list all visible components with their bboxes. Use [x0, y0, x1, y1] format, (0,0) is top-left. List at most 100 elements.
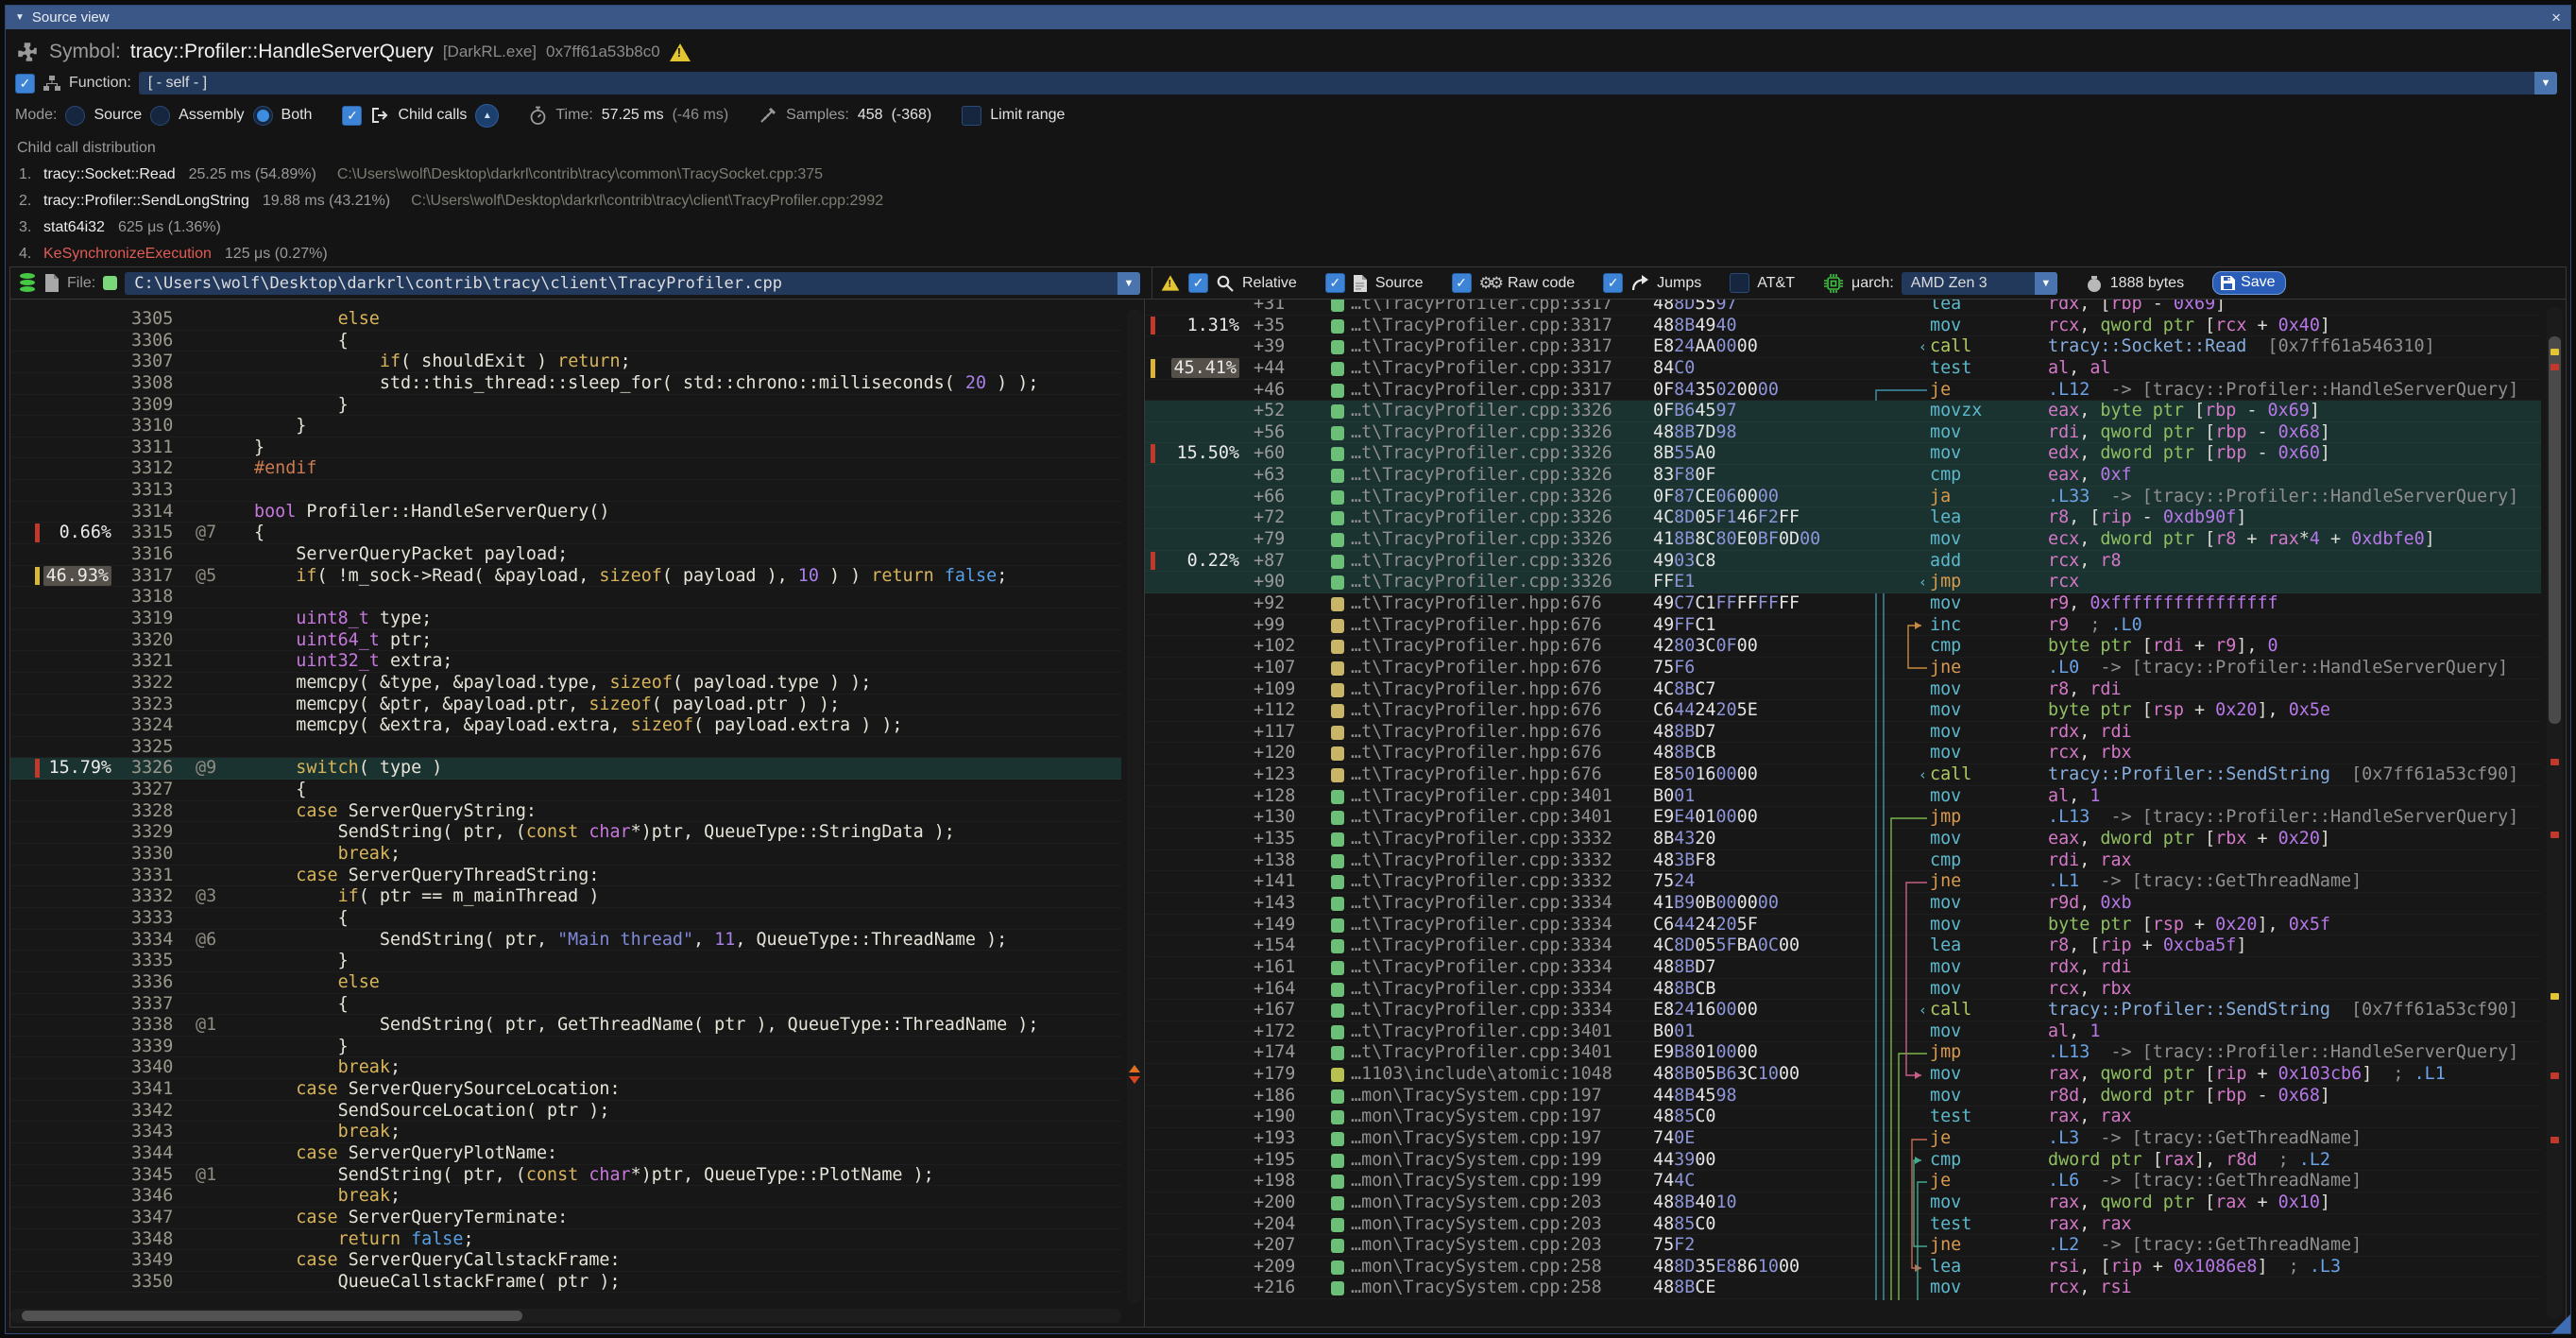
chevron-down-icon[interactable]: ▼: [2034, 271, 2057, 295]
asm-row[interactable]: +107 …t\TracyProfiler.hpp:676 75F6 jne .L0 -…: [1145, 658, 2541, 679]
asm-row[interactable]: +186 …mon\TracySystem.cpp:197 448B4598 mov r…: [1145, 1086, 2541, 1107]
asm-source-location[interactable]: …mon\TracySystem.cpp:199: [1351, 1149, 1602, 1170]
asm-source-location[interactable]: …t\TracyProfiler.cpp:3326: [1351, 550, 1612, 571]
source-line[interactable]: 3335 }: [10, 951, 1121, 972]
source-line[interactable]: 46.93% 3317 @5 if( !m_sock->Read( &payload…: [10, 565, 1121, 588]
asm-row[interactable]: +193 …mon\TracySystem.cpp:197 740E je .L3 ->…: [1145, 1128, 2541, 1150]
asm-row[interactable]: +72 …t\TracyProfiler.cpp:3326 4C8D05F146F2…: [1145, 507, 2541, 530]
asm-source-location[interactable]: …t\TracyProfiler.cpp:3326: [1351, 507, 1612, 528]
att-checkbox[interactable]: [1730, 273, 1750, 293]
asm-source-location[interactable]: …t\TracyProfiler.hpp:676: [1351, 636, 1602, 657]
asm-source-location[interactable]: …mon\TracySystem.cpp:258: [1351, 1256, 1602, 1277]
chevron-down-icon[interactable]: ▼: [1117, 271, 1140, 295]
asm-row[interactable]: +195 …mon\TracySystem.cpp:199 443900 cmp dwo…: [1145, 1150, 2541, 1172]
asm-row[interactable]: 1.31% +35 …t\TracyProfiler.cpp:3317 488B494…: [1145, 316, 2541, 337]
source-line[interactable]: 3319 uint8_t type;: [10, 609, 1121, 630]
source-checkbox[interactable]: ✓: [1324, 273, 1345, 293]
asm-row[interactable]: +92 …t\TracyProfiler.hpp:676 49C7C1FFFFFFF…: [1145, 593, 2541, 615]
child-call-item[interactable]: 2. tracy::Profiler::SendLongString 19.88 m…: [19, 193, 883, 210]
source-line[interactable]: 3329 SendString( ptr, (const char*)ptr, …: [10, 822, 1121, 844]
radio-assembly[interactable]: [150, 105, 171, 126]
asm-source-location[interactable]: …t\TracyProfiler.hpp:676: [1351, 657, 1602, 678]
asm-source-location[interactable]: …t\TracyProfiler.cpp:3334: [1351, 892, 1612, 913]
source-line[interactable]: 3318: [10, 587, 1121, 609]
source-horizontal-scrollbar[interactable]: [10, 1309, 1121, 1323]
symbol-warning-icon[interactable]: [669, 43, 691, 61]
function-combo[interactable]: [ - self - ] ▼: [138, 72, 2557, 94]
asm-source-location[interactable]: …t\TracyProfiler.cpp:3317: [1351, 300, 1612, 314]
asm-source-location[interactable]: …t\TracyProfiler.cpp:3326: [1351, 486, 1612, 506]
asm-source-location[interactable]: …t\TracyProfiler.cpp:3334: [1351, 978, 1612, 999]
source-line[interactable]: 3308 std::this_thread::sleep_for( std::c…: [10, 373, 1121, 395]
source-vertical-scrollbar[interactable]: [1127, 309, 1142, 1304]
source-line[interactable]: 3350 QueueCallstackFrame( ptr );: [10, 1272, 1121, 1294]
uarch-combo[interactable]: AMD Zen 3 ▼: [1901, 271, 2057, 295]
line-annotation[interactable]: @3: [196, 886, 217, 907]
asm-row[interactable]: +123 …t\TracyProfiler.hpp:676 E850160000 ‹ c…: [1145, 764, 2541, 786]
asm-row[interactable]: +216 …mon\TracySystem.cpp:258 488BCE mov rcx…: [1145, 1278, 2541, 1299]
asm-row[interactable]: +198 …mon\TracySystem.cpp:199 744C je .L6 ->…: [1145, 1171, 2541, 1192]
source-line[interactable]: 3339 }: [10, 1037, 1121, 1058]
asm-row[interactable]: +90 …t\TracyProfiler.cpp:3326 FFE1 ‹ jmp rcx: [1145, 572, 2541, 593]
asm-source-location[interactable]: …mon\TracySystem.cpp:197: [1351, 1106, 1602, 1127]
source-line[interactable]: 3328 case ServerQueryString:: [10, 801, 1121, 823]
assembly-vertical-scrollbar[interactable]: [2547, 307, 2563, 1319]
asm-row[interactable]: +141 …t\TracyProfiler.cpp:3332 7524 jne .L1 …: [1145, 871, 2541, 893]
asm-source-location[interactable]: …t\TracyProfiler.cpp:3317: [1351, 357, 1612, 378]
asm-row[interactable]: +102 …t\TracyProfiler.hpp:676 42803C0F00 cm…: [1145, 636, 2541, 658]
asm-source-location[interactable]: …t\TracyProfiler.cpp:3401: [1351, 785, 1612, 806]
source-line[interactable]: 3349 case ServerQueryCallstackFrame:: [10, 1250, 1121, 1272]
database-icon[interactable]: [18, 272, 37, 295]
source-line[interactable]: 3342 SendSourceLocation( ptr );: [10, 1101, 1121, 1123]
resize-grip[interactable]: [2551, 1314, 2570, 1333]
asm-source-location[interactable]: …t\TracyProfiler.cpp:3334: [1351, 1000, 1612, 1021]
source-line[interactable]: 3316 ServerQueryPacket payload;: [10, 544, 1121, 566]
asm-source-location[interactable]: …t\TracyProfiler.cpp:3401: [1351, 807, 1612, 828]
asm-warning-icon[interactable]: [1161, 275, 1180, 291]
asm-row[interactable]: +112 …t\TracyProfiler.hpp:676 C64424205E mo…: [1145, 700, 2541, 722]
asm-row[interactable]: +31 …t\TracyProfiler.cpp:3317 488D5597 lea r…: [1145, 300, 2541, 316]
asm-row[interactable]: +79 …t\TracyProfiler.cpp:3326 418B8C80E0BF…: [1145, 529, 2541, 551]
child-call-item[interactable]: 4. KeSynchronizeExecution 125 μs (0.27%): [19, 246, 328, 263]
asm-source-location[interactable]: …t\TracyProfiler.hpp:676: [1351, 764, 1602, 785]
source-line[interactable]: 3314 bool Profiler::HandleServerQuery(): [10, 502, 1121, 523]
source-line[interactable]: 3305 else: [10, 309, 1121, 331]
source-line[interactable]: 3307 if( shouldExit ) return;: [10, 352, 1121, 373]
asm-source-location[interactable]: …mon\TracySystem.cpp:197: [1351, 1127, 1602, 1148]
asm-row[interactable]: +63 …t\TracyProfiler.cpp:3326 83F80F cmp eax…: [1145, 465, 2541, 487]
asm-row[interactable]: +66 …t\TracyProfiler.cpp:3326 0F87CE060000…: [1145, 486, 2541, 508]
asm-row[interactable]: +161 …t\TracyProfiler.cpp:3334 488BD7 mov rd…: [1145, 957, 2541, 979]
source-line[interactable]: 3344 case ServerQueryPlotName:: [10, 1143, 1121, 1165]
asm-row[interactable]: +143 …t\TracyProfiler.cpp:3334 41B90B00000…: [1145, 893, 2541, 915]
source-line[interactable]: 3325: [10, 737, 1121, 759]
asm-row[interactable]: +172 …t\TracyProfiler.cpp:3401 B001 mov al, …: [1145, 1021, 2541, 1043]
save-button[interactable]: Save: [2212, 271, 2286, 295]
asm-row[interactable]: +56 …t\TracyProfiler.cpp:3326 488B7D98 mov r…: [1145, 421, 2541, 444]
asm-row[interactable]: +154 …t\TracyProfiler.cpp:3334 4C8D055FBA0…: [1145, 935, 2541, 957]
source-line[interactable]: 3306 {: [10, 331, 1121, 352]
asm-source-location[interactable]: …t\TracyProfiler.cpp:3317: [1351, 336, 1612, 357]
asm-row[interactable]: +109 …t\TracyProfiler.hpp:676 4C8BC7 mov r8,…: [1145, 679, 2541, 701]
source-line[interactable]: 3337 {: [10, 994, 1121, 1016]
source-line[interactable]: 3309 }: [10, 395, 1121, 417]
asm-source-location[interactable]: …t\TracyProfiler.hpp:676: [1351, 678, 1602, 699]
function-checkbox[interactable]: ✓: [15, 73, 35, 94]
asm-row[interactable]: 15.50% +60 …t\TracyProfiler.cpp:3326 8B55A0…: [1145, 443, 2541, 466]
asm-row[interactable]: +164 …t\TracyProfiler.cpp:3334 488BCB mov rc…: [1145, 979, 2541, 1001]
source-line[interactable]: 3320 uint64_t ptr;: [10, 630, 1121, 652]
asm-row[interactable]: +200 …mon\TracySystem.cpp:203 488B4010 mov r…: [1145, 1192, 2541, 1214]
asm-row[interactable]: +167 …t\TracyProfiler.cpp:3334 E824160000 ‹…: [1145, 1000, 2541, 1021]
assembly-pane[interactable]: +31 …t\TracyProfiler.cpp:3317 488D5597 lea r…: [1145, 300, 2566, 1327]
asm-source-location[interactable]: …t\TracyProfiler.cpp:3326: [1351, 401, 1612, 421]
child-calls-checkbox[interactable]: ✓: [342, 105, 363, 126]
asm-row[interactable]: +128 …t\TracyProfiler.cpp:3401 B001 mov al, …: [1145, 786, 2541, 808]
asm-source-location[interactable]: …t\TracyProfiler.hpp:676: [1351, 721, 1602, 742]
asm-source-location[interactable]: …1103\include\atomic:1048: [1351, 1064, 1612, 1085]
asm-source-location[interactable]: …t\TracyProfiler.cpp:3326: [1351, 572, 1612, 592]
file-icon[interactable]: [44, 273, 60, 293]
asm-source-location[interactable]: …t\TracyProfiler.cpp:3334: [1351, 956, 1612, 977]
source-line[interactable]: 3334 @6 SendString( ptr, "Main thread", 1…: [10, 930, 1121, 952]
source-line[interactable]: 3348 return false;: [10, 1229, 1121, 1251]
line-annotation[interactable]: @5: [196, 565, 217, 586]
asm-row[interactable]: +46 …t\TracyProfiler.cpp:3317 0F8435020000…: [1145, 380, 2541, 402]
